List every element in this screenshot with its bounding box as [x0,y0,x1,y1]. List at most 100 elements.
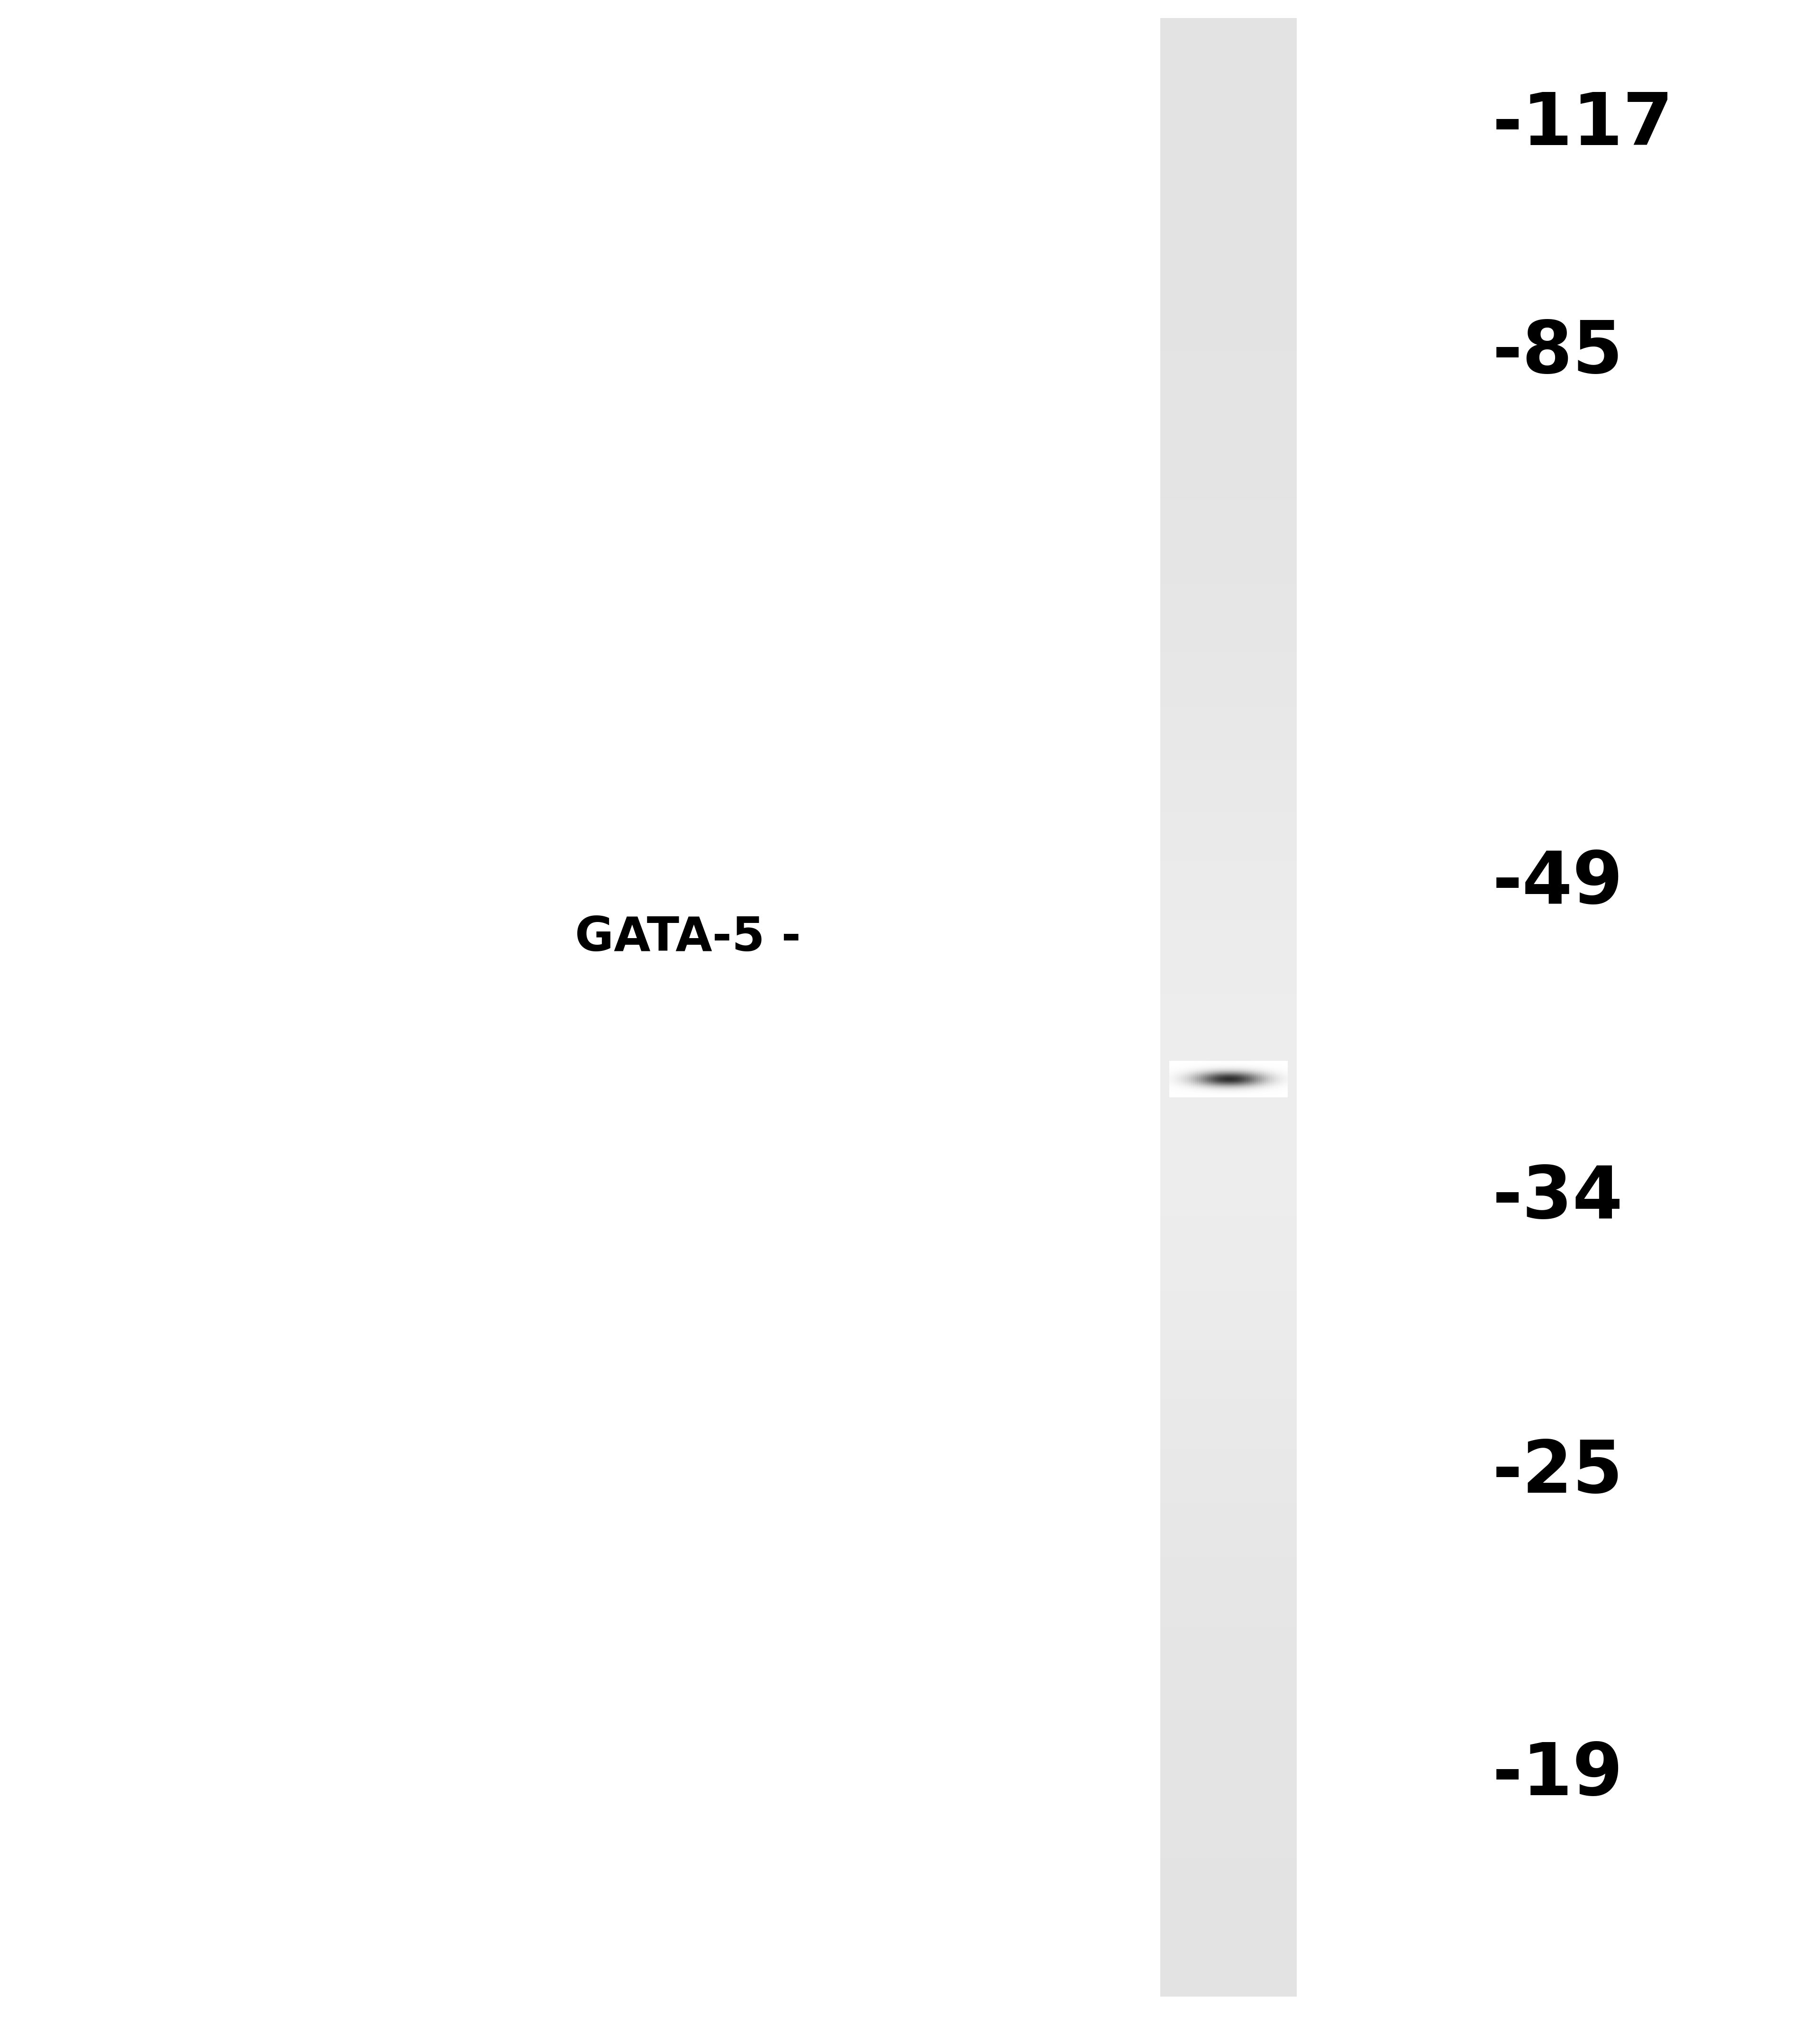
Bar [1161,1361,1298,1370]
Bar [1161,1892,1298,1898]
Bar [1161,58,1298,65]
Bar [1161,730,1298,736]
Bar [1161,1313,1298,1319]
Bar [1161,1150,1298,1158]
Bar [1161,843,1298,851]
Bar [1161,918,1298,924]
Bar [1161,508,1298,514]
Bar [1161,1392,1298,1400]
Bar [1161,1852,1298,1858]
Bar [1161,1174,1298,1182]
Bar [1161,196,1298,204]
Bar [1161,498,1298,504]
Text: -117: -117 [1492,89,1674,161]
Bar [1161,676,1298,682]
Bar [1161,1610,1298,1616]
Bar [1161,1105,1298,1111]
Bar [1161,1678,1298,1686]
Text: -25: -25 [1492,1436,1623,1509]
Bar [1161,670,1298,678]
Bar [1161,301,1298,307]
Bar [1161,280,1298,286]
Bar [1161,1965,1298,1973]
Bar [1161,1249,1298,1255]
Bar [1161,656,1298,664]
Bar [1161,1886,1298,1894]
Bar [1161,1729,1298,1735]
Bar [1161,260,1298,268]
Bar [1161,1466,1298,1472]
Bar [1161,680,1298,688]
Bar [1161,448,1298,456]
Bar [1161,1091,1298,1097]
Bar [1161,1975,1298,1983]
Bar [1161,512,1298,518]
Bar [1161,1511,1298,1517]
Bar [1161,922,1298,930]
Bar [1161,563,1298,569]
Bar [1161,894,1298,900]
Bar [1161,226,1298,232]
Bar [1161,1357,1298,1363]
Bar [1161,938,1298,944]
Bar [1161,1470,1298,1478]
Bar [1161,597,1298,603]
Bar [1161,537,1298,545]
Bar [1161,1085,1298,1093]
Bar [1161,1757,1298,1765]
Bar [1161,1916,1298,1922]
Bar [1161,1640,1298,1646]
Bar [1161,147,1298,153]
Bar [1161,157,1298,163]
Bar [1161,887,1298,896]
Bar [1161,311,1298,317]
Bar [1161,93,1298,99]
Bar [1161,1521,1298,1527]
Bar [1161,1694,1298,1700]
Bar [1161,73,1298,79]
Bar [1161,1644,1298,1650]
Bar [1161,131,1298,139]
Bar [1161,294,1298,303]
Bar [1161,571,1298,579]
Bar [1161,547,1298,555]
Bar [1161,1101,1298,1107]
Bar [1161,355,1298,361]
Bar [1161,83,1298,89]
Bar [1161,651,1298,658]
Bar [1161,1031,1298,1039]
Bar [1161,553,1298,559]
Bar [1161,1200,1298,1206]
Bar [1161,1910,1298,1918]
Bar [1161,121,1298,129]
Bar [1161,1944,1298,1952]
Bar [1161,1961,1298,1967]
Bar [1161,1930,1298,1938]
Bar [1161,1208,1298,1216]
Bar [1161,785,1298,791]
Bar [1161,1842,1298,1848]
Bar [1161,22,1298,30]
Bar [1161,113,1298,119]
Bar [1161,581,1298,589]
Bar [1161,1234,1298,1240]
Bar [1161,799,1298,807]
Bar [1161,1981,1298,1987]
Bar [1161,1333,1298,1339]
Bar [1161,454,1298,460]
Bar [1161,1882,1298,1888]
Bar [1161,645,1298,654]
Bar [1161,161,1298,169]
Bar [1161,1378,1298,1384]
Bar [1161,1273,1298,1281]
Bar [1161,1837,1298,1844]
Bar [1161,393,1298,401]
Bar [1161,1950,1298,1956]
Bar [1161,522,1298,528]
Bar [1161,877,1298,885]
Bar [1161,1807,1298,1813]
Bar [1161,557,1298,565]
Bar [1161,775,1298,781]
Bar [1161,710,1298,716]
Bar [1161,266,1298,272]
